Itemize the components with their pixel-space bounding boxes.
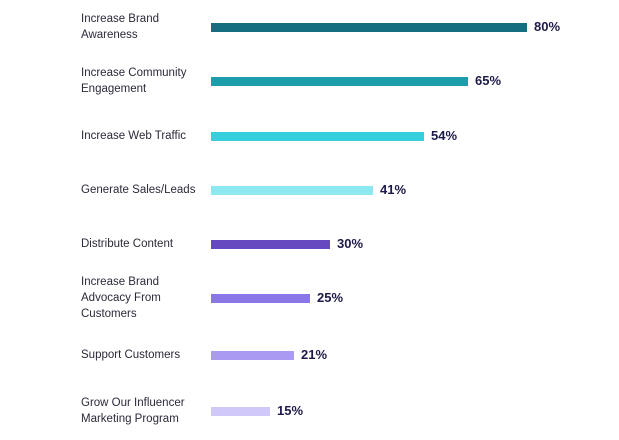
category-label: Increase Community Engagement [81, 67, 187, 95]
value-label: 80% [534, 19, 561, 34]
category-label: Support Customers [81, 349, 181, 361]
value-label: 54% [431, 128, 458, 143]
bar [211, 407, 270, 416]
bar [211, 294, 310, 303]
category-label: Distribute Content [81, 238, 174, 250]
value-label: 41% [380, 182, 407, 197]
value-label: 21% [301, 347, 328, 362]
bar [211, 132, 424, 141]
value-label: 65% [475, 73, 502, 88]
category-label: Generate Sales/Leads [81, 184, 196, 196]
category-label: Increase Brand Advocacy From Customers [81, 276, 161, 320]
bar [211, 77, 468, 86]
category-label: Increase Web Traffic [81, 130, 187, 142]
bar [211, 186, 373, 195]
bar [211, 240, 330, 249]
category-label: Grow Our Influencer Marketing Program [81, 397, 185, 425]
bar [211, 23, 527, 32]
value-label: 15% [277, 403, 304, 418]
value-label: 30% [337, 236, 364, 251]
category-label: Increase Brand Awareness [81, 13, 159, 41]
value-label: 25% [317, 290, 344, 305]
bar [211, 351, 294, 360]
